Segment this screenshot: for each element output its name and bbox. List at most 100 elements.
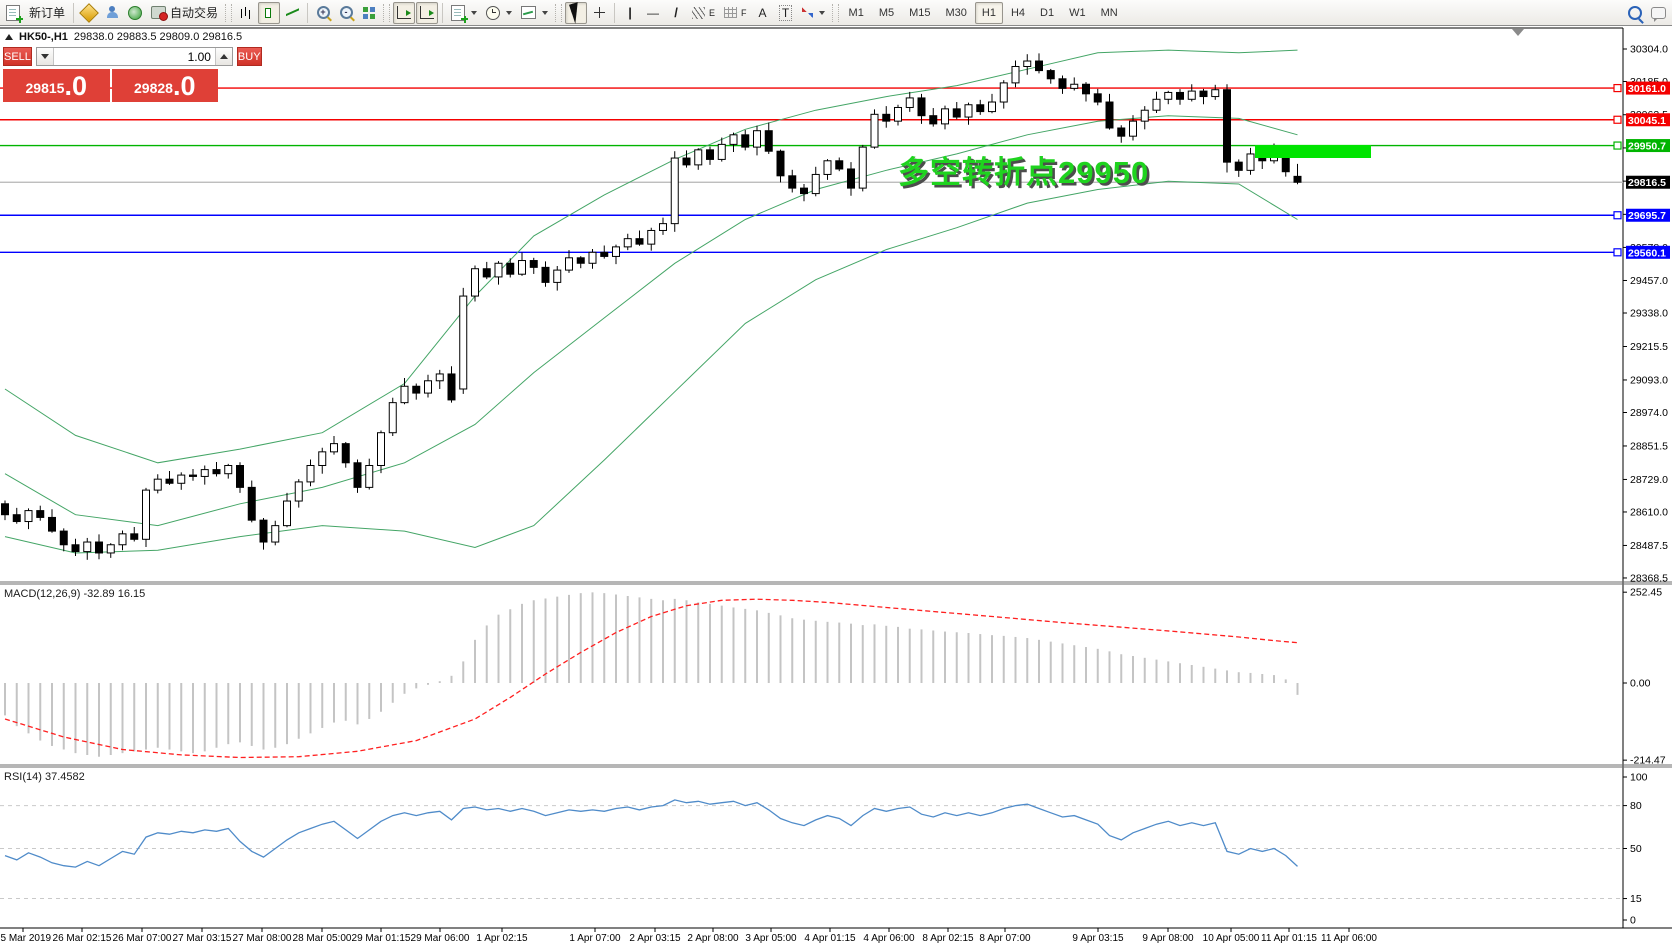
fibonacci-button[interactable]: F <box>720 2 751 24</box>
indicators-button[interactable] <box>447 2 481 24</box>
zoom-out-button[interactable]: - <box>335 2 357 24</box>
tile-windows-button[interactable] <box>358 2 380 24</box>
metaeditor-button[interactable] <box>78 2 100 24</box>
chat-button[interactable] <box>1647 2 1670 24</box>
sell-button[interactable]: SELL <box>3 47 32 66</box>
buy-button[interactable]: BUY <box>236 47 262 66</box>
channel-icon <box>692 6 706 19</box>
scroll-to-end-icon <box>397 6 412 19</box>
svg-text:80: 80 <box>1630 800 1642 812</box>
svg-text:4 Apr 01:15: 4 Apr 01:15 <box>804 933 856 944</box>
svg-text:50: 50 <box>1630 843 1642 855</box>
timeframe-m5[interactable]: M5 <box>878 6 895 19</box>
svg-text:29560.1: 29560.1 <box>1628 247 1666 259</box>
line-chart-button[interactable] <box>281 2 303 24</box>
horizontal-line-button[interactable]: — <box>642 2 664 24</box>
vertical-line-icon: | <box>628 5 632 20</box>
svg-text:0: 0 <box>1630 915 1636 927</box>
vertical-line-button[interactable]: | <box>619 2 641 24</box>
svg-text:26 Mar 07:00: 26 Mar 07:00 <box>113 933 172 944</box>
timeframe-h1[interactable]: H1 <box>974 1 1003 24</box>
chart-shift-button[interactable] <box>416 1 439 24</box>
text-tool-button[interactable]: A <box>752 2 774 24</box>
chevron-down-icon <box>506 10 513 15</box>
crosshair-button[interactable] <box>588 2 610 24</box>
volume-input[interactable] <box>53 48 215 65</box>
svg-text:15: 15 <box>1630 893 1642 905</box>
timeframe-w1[interactable]: W1 <box>1069 6 1086 19</box>
timeframe-m1[interactable]: M1 <box>848 6 864 19</box>
collapse-arrow-icon[interactable] <box>5 34 13 40</box>
buy-price-button[interactable]: 29828 .0 <box>111 69 218 102</box>
label-tool-button[interactable]: T <box>775 2 797 24</box>
bar-chart-button[interactable] <box>235 2 257 24</box>
autotrading-button[interactable]: 自动交易 <box>147 2 222 24</box>
timeframe-m30[interactable]: M30 <box>945 6 967 19</box>
fibonacci-letter: F <box>741 7 747 18</box>
svg-text:28487.5: 28487.5 <box>1630 540 1668 552</box>
svg-text:28974.0: 28974.0 <box>1630 407 1668 419</box>
timeframe-mn[interactable]: MN <box>1100 6 1118 19</box>
scroll-to-end-button[interactable] <box>393 1 416 24</box>
timeframe-d1[interactable]: D1 <box>1040 6 1055 19</box>
chart-title: HK50-,H1 29838.0 29883.5 29809.0 29816.5 <box>5 31 242 43</box>
arrows-button[interactable] <box>798 2 829 24</box>
sell-price-button[interactable]: 29815 .0 <box>3 69 110 102</box>
zoom-in-button[interactable]: + <box>312 2 334 24</box>
svg-text:29 Mar 06:00: 29 Mar 06:00 <box>411 933 470 944</box>
new-chart-button[interactable] <box>2 2 24 24</box>
chart-shift-icon <box>420 6 435 19</box>
svg-text:29816.5: 29816.5 <box>1628 177 1666 189</box>
toolbar-grip <box>383 3 391 22</box>
timeframe-h4[interactable]: H4 <box>1010 6 1026 19</box>
chat-icon <box>1651 6 1666 22</box>
arrows-icon <box>801 7 813 18</box>
cursor-button[interactable] <box>565 1 588 24</box>
toolbar-separator <box>307 2 309 23</box>
cursor-icon <box>568 1 584 24</box>
ohlc-values: 29838.0 29883.5 29809.0 29816.5 <box>73 31 243 43</box>
bollinger-lower <box>4 180 1298 554</box>
svg-text:100: 100 <box>1630 772 1648 784</box>
fibonacci-icon <box>724 7 738 18</box>
template-icon <box>521 6 537 19</box>
svg-text:2 Apr 08:00: 2 Apr 08:00 <box>687 933 739 944</box>
one-click-trading-panel: SELL BUY 29815 .0 29828 .0 <box>3 47 262 102</box>
svg-text:28729.0: 28729.0 <box>1630 474 1668 486</box>
svg-text:27 Mar 08:00: 27 Mar 08:00 <box>233 933 292 944</box>
crosshair-icon <box>593 7 605 18</box>
periods-button[interactable] <box>482 2 516 24</box>
rsi-panel <box>4 799 1298 868</box>
svg-text:2 Apr 03:15: 2 Apr 03:15 <box>629 933 681 944</box>
tile-windows-icon <box>363 6 376 19</box>
toolbar-grip <box>555 3 563 22</box>
signal-icon <box>128 5 143 20</box>
horizontal-line-icon: — <box>647 5 660 20</box>
signals-button[interactable] <box>124 2 146 24</box>
timeframe-m15[interactable]: M15 <box>909 6 931 19</box>
market-button[interactable] <box>101 2 123 24</box>
search-button[interactable] <box>1624 2 1646 24</box>
price-badges: 30161.0 30045.1 29950.7 29695.7 29560.1 29816… <box>1613 81 1670 259</box>
label-tool-icon: T <box>778 4 793 21</box>
svg-text:29457.0: 29457.0 <box>1630 275 1668 287</box>
trendline-button[interactable]: / <box>665 2 687 24</box>
svg-text:27 Mar 03:15: 27 Mar 03:15 <box>173 933 232 944</box>
channel-button[interactable]: E <box>688 2 719 24</box>
candlestick-chart-button[interactable] <box>258 1 281 24</box>
templates-button[interactable] <box>517 2 552 24</box>
new-order-label: 新订单 <box>29 6 66 20</box>
text-tool-icon: A <box>758 5 767 20</box>
volume-increase-button[interactable] <box>214 48 232 65</box>
compass-icon <box>79 2 99 23</box>
new-order-button[interactable]: 新订单 <box>25 2 69 24</box>
sell-price-fraction: .0 <box>64 71 87 101</box>
chart-shift-marker[interactable] <box>1512 29 1524 36</box>
bollinger-middle <box>4 115 1298 527</box>
symbol-label: HK50-,H1 <box>19 31 68 43</box>
svg-text:29695.7: 29695.7 <box>1628 210 1666 222</box>
toolbar-grip <box>831 3 839 22</box>
volume-decrease-button[interactable] <box>36 48 54 65</box>
turning-point-box[interactable] <box>1255 145 1371 158</box>
